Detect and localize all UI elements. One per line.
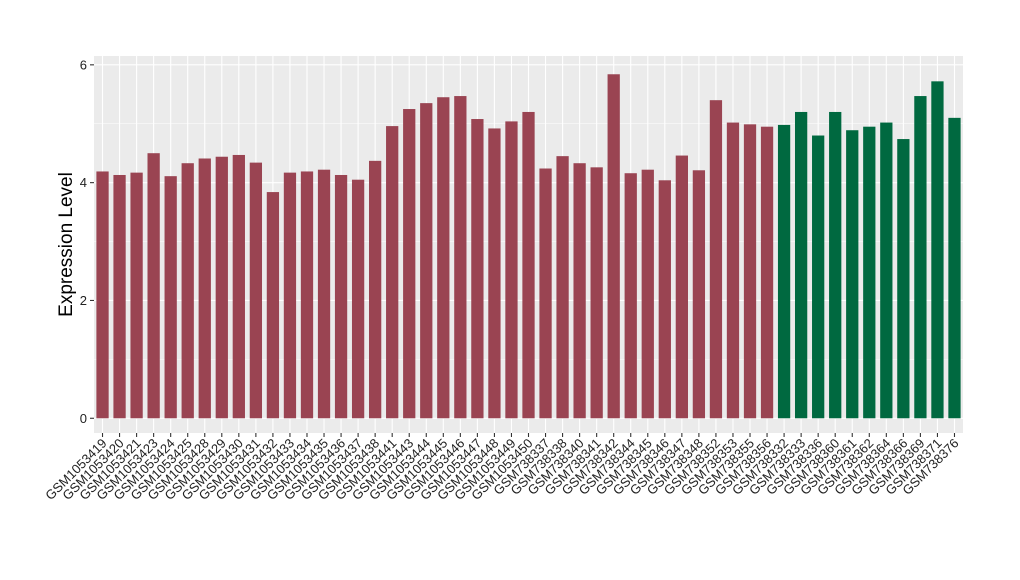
- bar-GSM1053420: [113, 174, 126, 419]
- bar-GSM738348: [692, 170, 706, 419]
- bar-GSM1053446: [454, 96, 467, 419]
- bar-GSM1053443: [403, 109, 416, 419]
- bar-GSM1053423: [147, 153, 160, 419]
- bar-GSM738361: [846, 130, 859, 419]
- y-axis: 0 2 4 6: [80, 57, 94, 426]
- bar-GSM738355: [743, 124, 757, 419]
- bar-GSM1053433: [283, 172, 297, 419]
- bar-GSM738333: [794, 111, 808, 419]
- bar-GSM1053441: [386, 126, 399, 419]
- bar-GSM1053447: [471, 119, 484, 419]
- bar-GSM1053421: [130, 172, 143, 419]
- bars: [96, 74, 961, 419]
- bar-GSM1053429: [215, 156, 228, 419]
- x-axis: GSM1053419GSM1053420GSM1053421GSM1053423…: [42, 433, 962, 503]
- bar-GSM738344: [624, 173, 637, 419]
- bar-GSM738360: [829, 111, 842, 419]
- bar-GSM1053428: [198, 158, 211, 419]
- bar-GSM738338: [556, 156, 569, 419]
- bar-GSM738346: [658, 180, 671, 419]
- y-axis-title: Expression Level: [56, 172, 77, 317]
- bar-GSM738352: [709, 100, 723, 419]
- bar-GSM738340: [573, 163, 586, 419]
- bar-GSM1053445: [437, 97, 450, 419]
- bar-GSM1053431: [249, 162, 263, 419]
- bar-GSM1053438: [369, 160, 382, 419]
- bar-GSM1053450: [522, 111, 535, 419]
- bar-GSM1053435: [317, 169, 331, 419]
- bar-GSM738353: [726, 122, 740, 419]
- bar-GSM738337: [539, 168, 552, 419]
- bar-GSM1053425: [181, 163, 194, 419]
- bar-GSM738342: [607, 74, 620, 419]
- bar-GSM1053419: [96, 171, 109, 419]
- bar-GSM738347: [675, 155, 688, 419]
- y-tick-label: 2: [80, 293, 87, 308]
- bar-GSM1053444: [420, 103, 433, 419]
- bar-GSM738362: [863, 126, 876, 419]
- bar-GSM1053432: [266, 192, 280, 419]
- bar-GSM1053437: [351, 179, 365, 419]
- y-tick-label: 0: [80, 411, 87, 426]
- bar-GSM738332: [777, 124, 791, 419]
- bar-GSM738369: [914, 96, 927, 419]
- bar-GSM1053448: [488, 128, 501, 419]
- bar-GSM1053434: [300, 171, 314, 419]
- bar-GSM1053449: [505, 121, 518, 419]
- bar-GSM738364: [880, 122, 893, 419]
- bar-GSM738371: [931, 81, 944, 419]
- bar-GSM738341: [590, 167, 603, 419]
- bar-GSM738356: [760, 126, 774, 419]
- bar-GSM738345: [641, 169, 654, 419]
- bar-GSM1053430: [232, 154, 245, 419]
- bar-GSM1053424: [164, 176, 177, 419]
- bar-GSM738376: [948, 117, 961, 419]
- bar-GSM1053436: [334, 174, 348, 419]
- bar-GSM738366: [897, 139, 910, 419]
- y-tick-label: 4: [80, 175, 87, 190]
- bar-GSM738336: [812, 135, 825, 419]
- y-tick-label: 6: [80, 57, 87, 72]
